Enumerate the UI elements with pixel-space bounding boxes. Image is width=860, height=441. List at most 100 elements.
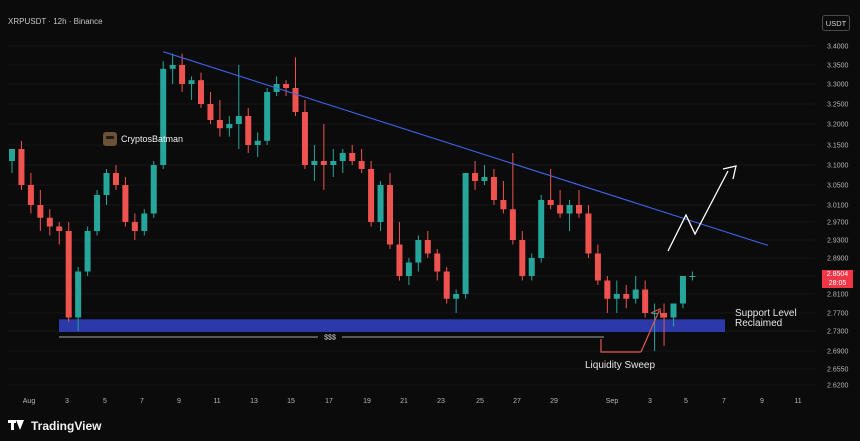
candle-down[interactable] — [320, 161, 327, 165]
candle-up[interactable] — [226, 124, 233, 129]
candle-down[interactable] — [292, 88, 299, 112]
candle-down[interactable] — [301, 112, 308, 165]
price-tick-label: 2.6900 — [827, 349, 849, 356]
candle-down[interactable] — [245, 116, 252, 145]
candle-down[interactable] — [424, 240, 431, 254]
candle-up[interactable] — [94, 195, 101, 231]
footer-bar: TradingView — [0, 408, 860, 441]
candle-up[interactable] — [481, 177, 488, 181]
candle-up[interactable] — [651, 313, 658, 314]
sweep-annotation: Liquidity Sweep — [585, 360, 656, 371]
candle-up[interactable] — [103, 173, 110, 195]
time-axis[interactable]: Aug 3 5 7 9 11 13 15 17 19 21 23 25 27 29 Sep 3 5 7 9 11 — [23, 398, 802, 405]
candle-down[interactable] — [604, 280, 611, 299]
time-tick-label: 3 — [648, 398, 652, 405]
last-price-badge[interactable]: 2.8504 28:05 — [822, 270, 853, 288]
candle-down[interactable] — [179, 65, 186, 84]
price-tick-label: 3.1000 — [827, 163, 849, 170]
candle-down[interactable] — [368, 169, 375, 222]
candle-up[interactable] — [339, 153, 346, 161]
candle-up[interactable] — [566, 205, 573, 214]
candle-down[interactable] — [472, 173, 479, 181]
candle-down[interactable] — [509, 209, 516, 240]
candle-up[interactable] — [528, 258, 535, 276]
support-zone — [59, 319, 725, 332]
author-name: CryptosBatman — [121, 134, 184, 144]
candle-down[interactable] — [661, 313, 668, 318]
time-tick-label: 11 — [213, 398, 220, 405]
time-tick-label: 19 — [363, 398, 371, 405]
candle-down[interactable] — [557, 205, 564, 214]
candle-up[interactable] — [235, 116, 242, 124]
candle-down[interactable] — [37, 205, 44, 218]
candle-up[interactable] — [405, 262, 412, 277]
price-tick-label: 3.2500 — [827, 102, 849, 109]
candle-down[interactable] — [207, 104, 214, 120]
candle-down[interactable] — [594, 253, 601, 281]
candle-up[interactable] — [264, 92, 271, 141]
candle-down[interactable] — [112, 173, 119, 185]
candle-down[interactable] — [387, 185, 393, 245]
candle-down[interactable] — [396, 244, 403, 277]
liquidity-dollars-label: $$$ — [324, 335, 336, 342]
candle-up[interactable] — [538, 200, 545, 258]
candle-down[interactable] — [122, 185, 129, 222]
candle-up[interactable] — [141, 213, 148, 232]
candle-down[interactable] — [500, 200, 507, 210]
candle-up[interactable] — [330, 161, 337, 165]
candle-up[interactable] — [462, 173, 469, 294]
candle-down[interactable] — [547, 200, 554, 205]
price-tick-label: 3.1500 — [827, 143, 849, 150]
candle-up[interactable] — [150, 165, 157, 214]
tradingview-brand[interactable]: TradingView — [8, 419, 101, 433]
candle-down[interactable] — [443, 271, 450, 299]
candle-up[interactable] — [670, 303, 677, 318]
candle-down[interactable] — [283, 84, 290, 88]
candle-up[interactable] — [311, 161, 318, 165]
candle-up[interactable] — [75, 271, 82, 318]
author-tag: CryptosBatman — [103, 132, 183, 146]
candle-down[interactable] — [198, 80, 204, 104]
candle-up[interactable] — [632, 289, 639, 299]
price-tick-label: 2.6200 — [827, 383, 849, 390]
candle-down[interactable] — [216, 120, 223, 129]
descending-trendline[interactable] — [163, 51, 769, 246]
candle-up[interactable] — [169, 65, 176, 69]
candle-down[interactable] — [349, 153, 356, 161]
candle-down[interactable] — [358, 161, 365, 169]
price-tick-label: 2.7300 — [827, 329, 849, 336]
currency-button[interactable]: USDT — [822, 15, 850, 31]
candle-up[interactable] — [377, 185, 384, 222]
candle-up[interactable] — [84, 231, 91, 272]
candle-down[interactable] — [623, 294, 630, 299]
candle-down[interactable] — [131, 222, 138, 231]
candle-down[interactable] — [65, 231, 72, 318]
time-tick-label: 5 — [684, 398, 688, 405]
candle-up[interactable] — [254, 140, 261, 145]
candle-up[interactable] — [679, 276, 686, 304]
price-tick-label: 3.3000 — [827, 82, 849, 89]
candle-down[interactable] — [27, 185, 34, 205]
price-tick-label: 3.2000 — [827, 122, 849, 129]
price-axis[interactable]: 3.4000 3.3500 3.3000 3.2500 3.2000 3.1500 3.10… — [827, 44, 849, 390]
candle-up[interactable] — [188, 80, 195, 84]
candle-up[interactable] — [453, 294, 460, 299]
candle-up[interactable] — [613, 294, 620, 299]
candle-down[interactable] — [46, 217, 53, 227]
candle-down[interactable] — [490, 177, 497, 200]
candle-up[interactable] — [415, 240, 422, 263]
symbol-title: XRPUSDT · 12h · Binance — [8, 17, 103, 26]
candle-down[interactable] — [18, 149, 25, 185]
candle-down[interactable] — [56, 226, 63, 232]
candle-down[interactable] — [576, 205, 582, 214]
candle-up[interactable] — [160, 68, 167, 165]
candle-up[interactable] — [9, 149, 15, 161]
time-tick-label: Aug — [23, 398, 36, 405]
candle-down[interactable] — [585, 213, 592, 254]
candle-down[interactable] — [642, 289, 649, 314]
candle-up[interactable] — [689, 276, 696, 277]
support-annotation-line1: Support Level — [735, 308, 797, 319]
candle-down[interactable] — [434, 253, 441, 272]
candle-down[interactable] — [519, 240, 526, 276]
